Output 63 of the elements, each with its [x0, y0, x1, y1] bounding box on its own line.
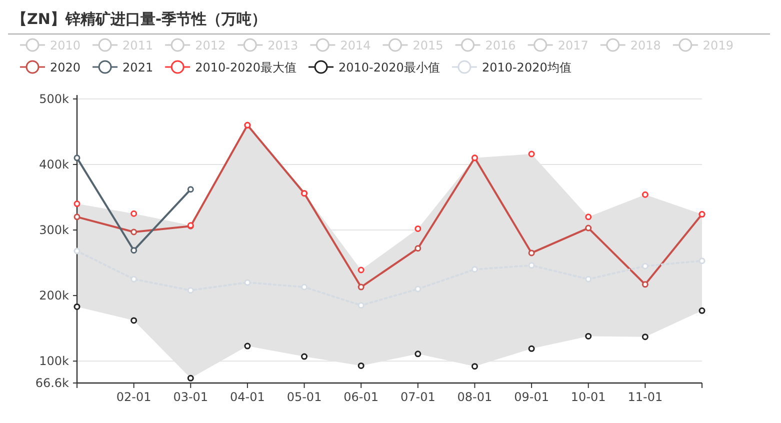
- y-tick-label: 500k: [39, 92, 70, 106]
- x-tick-label: 07-01: [400, 390, 436, 404]
- point: [528, 250, 535, 256]
- point: [130, 228, 138, 236]
- point: [528, 150, 535, 158]
- point: [187, 287, 194, 294]
- point: [698, 258, 706, 264]
- point: [301, 353, 308, 360]
- x-tick-label: 03-01: [173, 390, 208, 404]
- point: [642, 334, 648, 340]
- point: [642, 191, 648, 198]
- point: [585, 214, 592, 220]
- point: [301, 284, 308, 290]
- x-tick-label: 08-01: [457, 390, 492, 404]
- y-tick-label: 400k: [39, 157, 70, 172]
- point: [130, 210, 138, 217]
- x-tick-label: 04-01: [230, 390, 265, 404]
- point: [358, 266, 364, 274]
- point: [585, 276, 592, 282]
- y-tick-label: 100k: [39, 354, 70, 368]
- point: [74, 303, 80, 310]
- point: [414, 286, 422, 292]
- legend-label: 2021: [122, 60, 154, 74]
- point: [74, 154, 80, 162]
- y-tick-label: 300k: [39, 223, 70, 238]
- point: [130, 276, 138, 282]
- x-tick-label: 10-01: [570, 390, 606, 404]
- point: [528, 262, 535, 269]
- point: [642, 262, 648, 270]
- x-tick-label: 05-01: [286, 390, 322, 404]
- point: [698, 307, 706, 314]
- point: [642, 281, 648, 288]
- point: [414, 245, 422, 252]
- point: [74, 200, 80, 208]
- point: [358, 362, 364, 369]
- chart-title: 【ZN】锌精矿进口量-季节性（万吨）: [12, 10, 267, 28]
- point: [585, 332, 592, 340]
- x-tick-label: 06-01: [344, 390, 379, 404]
- point: [528, 345, 535, 352]
- point: [358, 302, 364, 309]
- point: [74, 248, 80, 254]
- x-tick-label: 02-01: [116, 390, 152, 404]
- y-tick-label: 66.6k: [35, 376, 70, 390]
- point: [358, 284, 364, 290]
- point: [585, 224, 592, 232]
- point: [414, 225, 422, 232]
- y-tick-label: 200k: [39, 288, 70, 303]
- point: [74, 214, 80, 220]
- point: [471, 363, 478, 370]
- point: [130, 247, 138, 254]
- x-tick-label: 09-01: [514, 390, 549, 404]
- point: [414, 350, 422, 358]
- point: [244, 279, 251, 286]
- point: [244, 342, 251, 350]
- point: [130, 317, 138, 324]
- legend-label: 2020: [50, 60, 81, 74]
- legend-label: 2010-2020最大值: [195, 60, 297, 74]
- legend-label: 2010-2020均值: [482, 60, 572, 74]
- x-tick-label: 11-01: [628, 390, 663, 404]
- point: [187, 186, 194, 193]
- legend-label: 2010-2020最小值: [338, 60, 440, 74]
- point: [187, 374, 194, 382]
- point: [471, 266, 478, 273]
